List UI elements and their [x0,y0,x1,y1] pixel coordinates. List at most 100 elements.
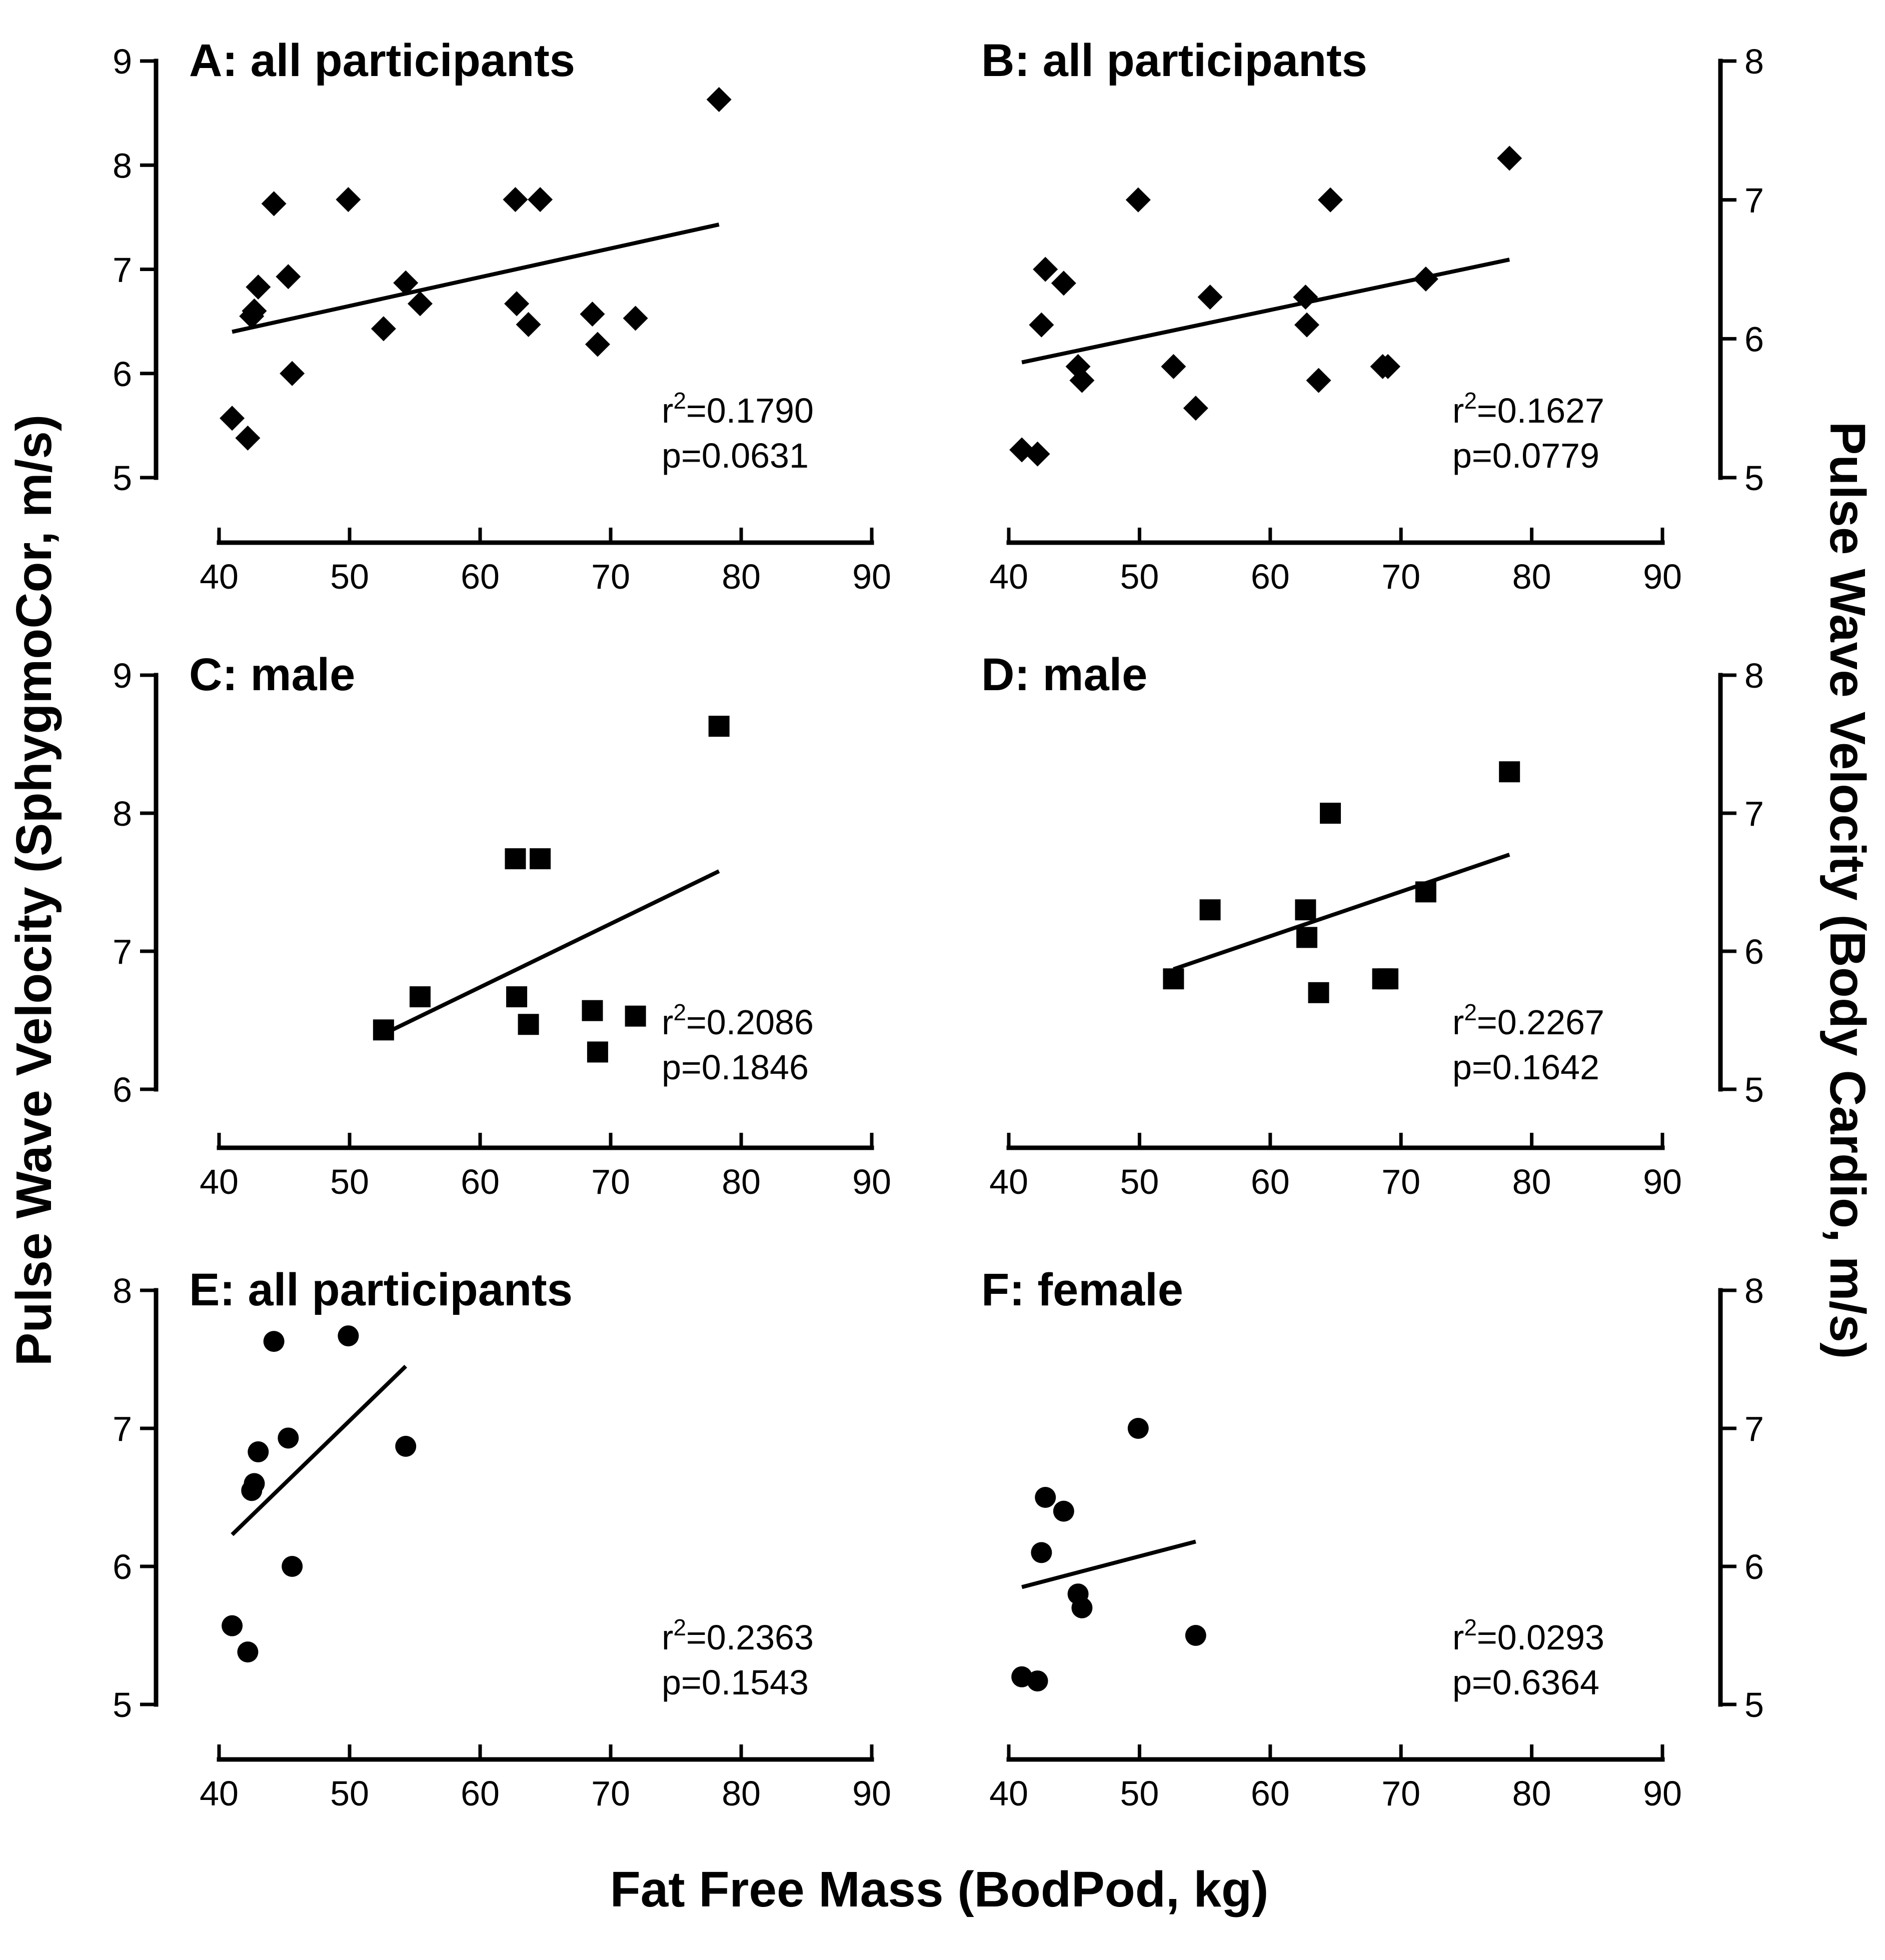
r-squared-label: r2=0.0293 [1452,1614,1604,1657]
data-point-diamond [504,291,530,317]
data-point-square [1163,968,1184,990]
x-tick-label: 60 [461,1774,500,1813]
regression-line [1021,1539,1196,1589]
data-point-square [373,1019,394,1041]
y-tick-label: 5 [1744,1070,1764,1109]
x-tick-label: 40 [989,1774,1028,1813]
panel-title: E: all participants [189,1264,573,1315]
panel-title: A: all participants [189,35,575,86]
x-tick-label: 90 [852,1774,891,1813]
y-tick-label: 6 [113,355,132,394]
data-point-square [1308,982,1329,1003]
y-tick-label: 7 [113,932,132,971]
x-tick-label: 50 [330,1162,369,1201]
r-squared-label: r2=0.1627 [1452,388,1604,430]
data-point-diamond [585,332,610,357]
x-tick-label: 40 [200,557,239,596]
r-squared-label: r2=0.2086 [662,999,814,1042]
x-tick-label: 90 [1643,1774,1682,1813]
data-point-circle [263,1331,285,1352]
x-tick-label: 40 [989,1162,1028,1201]
y-tick-label: 9 [113,42,132,81]
data-point-diamond [1413,266,1438,292]
y-tick-label: 6 [113,1547,132,1586]
data-point-diamond [242,298,267,324]
x-tick-label: 50 [330,557,369,596]
p-value-label: p=0.0779 [1452,436,1599,475]
data-point-diamond [407,291,433,317]
data-point-circle [1035,1487,1056,1508]
data-point-diamond [528,187,553,212]
y-tick-label: 8 [1744,1271,1764,1310]
data-point-square [1296,927,1317,948]
data-point-square [625,1005,646,1027]
x-axis-title: Fat Free Mass (BodPod, kg) [610,1861,1269,1917]
x-tick-label: 80 [722,1162,761,1201]
y-tick-label: 6 [1744,932,1764,971]
x-tick-label: 40 [989,557,1028,596]
panel-title: F: female [981,1264,1183,1315]
y-tick-label: 6 [1744,1547,1764,1586]
r-squared-label: r2=0.1790 [662,388,814,430]
data-point-diamond [1375,354,1401,379]
data-point-square [409,986,431,1008]
x-tick-label: 70 [591,1162,630,1201]
data-point-diamond [1033,257,1058,282]
x-tick-label: 70 [591,557,630,596]
p-value-label: p=0.1642 [1452,1048,1599,1087]
panel-c: 40 50 60 70 80 90 6 7 8 9 C: male r2=0.2086 p=0.1846 [113,649,891,1201]
panel-d: 40 50 60 70 80 90 5 6 7 8 D: male r2=0.2267 p=0.1642 [981,649,1764,1201]
x-tick-label: 80 [722,557,761,596]
regression-line [231,1364,408,1536]
regression-line [1173,853,1510,971]
data-point-circle [395,1435,417,1457]
y-tick-label: 7 [113,251,132,290]
data-point-diamond [1293,285,1318,310]
data-point-diamond [336,187,361,212]
panels: 40 50 60 70 80 90 5 6 7 8 9 A: all participants r2=0… [113,35,1764,1813]
y-tick-label: 8 [113,794,132,833]
y-tick-label: 5 [1744,459,1764,498]
data-point-circle [248,1441,269,1462]
data-point-circle [222,1615,243,1636]
x-tick-label: 40 [200,1774,239,1813]
data-point-square [518,1014,539,1035]
data-point-circle [244,1473,265,1494]
data-point-square [530,848,551,870]
data-point-circle [278,1427,299,1449]
x-tick-label: 80 [1512,557,1551,596]
x-tick-label: 80 [1512,1162,1551,1201]
x-tick-label: 40 [200,1162,239,1201]
data-point-square [505,848,526,870]
x-tick-label: 60 [1251,557,1290,596]
y-tick-label: 7 [1744,181,1764,220]
data-point-diamond [220,406,245,431]
x-tick-label: 50 [1120,1774,1159,1813]
p-value-label: p=0.1846 [662,1048,809,1087]
data-point-diamond [516,312,541,337]
data-point-diamond [1025,441,1050,467]
x-tick-label: 80 [1512,1774,1551,1813]
data-point-square [582,1000,603,1021]
data-point-circle [338,1325,359,1347]
data-point-diamond [1051,271,1076,296]
data-point-square [1415,881,1436,903]
x-tick-label: 60 [1251,1162,1290,1201]
data-point-diamond [276,264,301,290]
y-tick-label: 8 [1744,42,1764,81]
x-tick-label: 70 [1381,557,1420,596]
data-point-diamond [1183,396,1208,421]
y-tick-label: 7 [1744,1409,1764,1448]
y-tick-label: 6 [113,1070,132,1109]
regression-line [383,869,720,1036]
x-tick-label: 80 [722,1774,761,1813]
data-point-diamond [280,361,305,386]
data-point-circle [1127,1418,1149,1439]
data-point-square [1295,899,1316,921]
data-point-diamond [623,306,648,331]
x-tick-label: 50 [1120,1162,1159,1201]
data-point-diamond [1497,146,1522,171]
data-point-diamond [1029,312,1054,338]
y-tick-label: 9 [113,656,132,695]
